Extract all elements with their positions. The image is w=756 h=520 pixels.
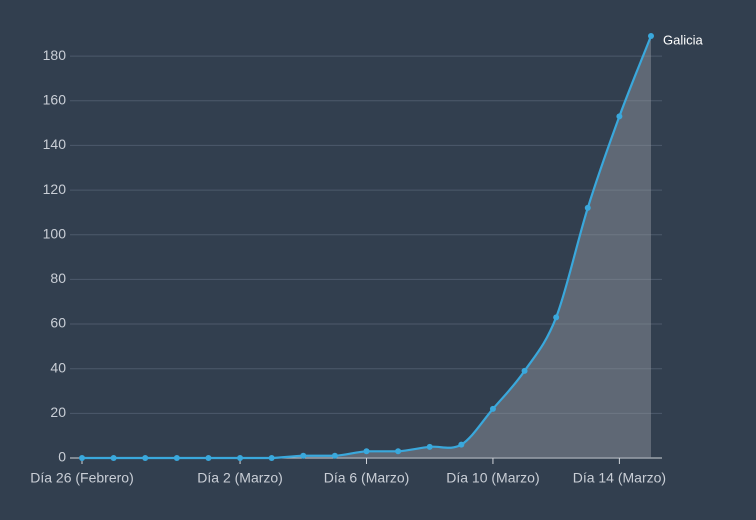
data-point — [205, 455, 212, 461]
data-point — [363, 448, 370, 455]
data-point — [489, 405, 496, 412]
data-point — [237, 455, 244, 461]
data-point — [426, 443, 433, 450]
data-point — [79, 455, 85, 461]
series-label: Galicia — [663, 32, 704, 47]
data-point — [648, 33, 654, 39]
x-tick-label: Día 14 (Marzo) — [573, 470, 666, 486]
data-point — [268, 455, 275, 461]
data-point — [521, 367, 528, 374]
data-point — [553, 314, 560, 321]
x-tick-label: Día 10 (Marzo) — [446, 470, 539, 486]
data-point — [395, 448, 402, 455]
y-tick-label: 100 — [43, 225, 67, 241]
y-tick-label: 180 — [43, 47, 67, 63]
data-point — [616, 113, 623, 120]
data-point — [110, 455, 117, 461]
y-tick-label: 40 — [50, 359, 66, 375]
data-point — [458, 441, 465, 448]
y-tick-label: 140 — [43, 136, 67, 152]
data-point — [584, 204, 591, 211]
y-tick-label: 160 — [43, 91, 67, 107]
y-tick-label: 0 — [58, 449, 66, 465]
x-tick-label: Día 2 (Marzo) — [197, 470, 283, 486]
y-tick-label: 60 — [50, 315, 66, 331]
x-tick-label: Día 26 (Febrero) — [30, 470, 133, 486]
data-point — [331, 452, 338, 459]
y-tick-label: 20 — [50, 404, 66, 420]
area-fill — [82, 36, 651, 458]
data-point — [142, 455, 149, 461]
data-point — [300, 452, 307, 459]
y-tick-label: 120 — [43, 181, 67, 197]
data-point — [173, 455, 180, 461]
y-tick-label: 80 — [50, 270, 66, 286]
x-tick-label: Día 6 (Marzo) — [324, 470, 410, 486]
